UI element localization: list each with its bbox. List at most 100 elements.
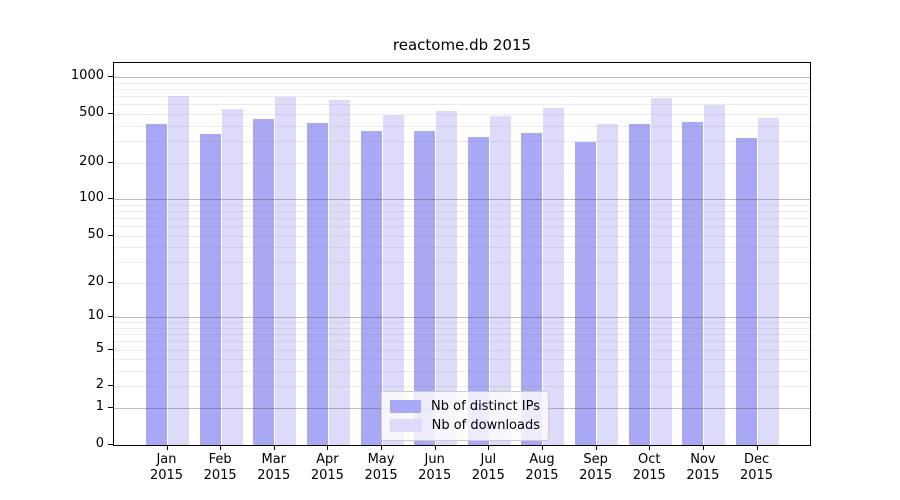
y-tick-label-500: 500 — [79, 104, 104, 120]
x-tick-year: 2015 — [149, 468, 184, 483]
x-tick-label-may: May 2015 — [353, 452, 409, 484]
x-tick-apr — [327, 446, 329, 450]
gridline-4 — [114, 359, 810, 360]
bar-distinct-ips-jun — [414, 131, 436, 445]
bar-downloads-apr — [328, 99, 350, 445]
bar-distinct-ips-oct — [628, 123, 650, 445]
y-tick-label-200: 200 — [79, 153, 104, 169]
gridline-600 — [114, 104, 810, 105]
gridline-40 — [114, 247, 810, 248]
bar-distinct-ips-aug — [521, 132, 543, 445]
legend-item-downloads: Nb of downloads — [390, 416, 540, 435]
x-tick-label-sep: Sep 2015 — [568, 452, 624, 484]
gridline-90 — [114, 205, 810, 206]
bar-distinct-ips-may — [360, 131, 382, 445]
x-tick-month: Jun — [424, 452, 445, 467]
bar-distinct-ips-mar — [253, 119, 275, 445]
gridline-400 — [114, 126, 810, 127]
x-tick-aug — [541, 446, 543, 450]
x-tick-may — [381, 446, 383, 450]
bar-distinct-ips-jan — [146, 124, 167, 445]
x-tick-label-jan: Jan 2015 — [139, 452, 195, 484]
gridline-3 — [114, 371, 810, 372]
gridline-20 — [114, 283, 810, 284]
x-tick-year: 2015 — [471, 468, 505, 483]
gridline-900 — [114, 83, 810, 84]
x-tick-jun — [434, 446, 436, 450]
y-tick-500 — [108, 112, 113, 114]
bar-downloads-dec — [758, 118, 780, 445]
y-tick-100 — [108, 198, 113, 200]
bar-distinct-ips-feb — [199, 134, 221, 445]
gridline-7 — [114, 334, 810, 335]
x-tick-month: Jan — [156, 452, 177, 467]
bar-distinct-ips-dec — [736, 137, 758, 445]
bar-downloads-aug — [543, 108, 565, 445]
x-tick-label-dec: Dec 2015 — [729, 452, 785, 484]
x-tick-label-feb: Feb 2015 — [192, 452, 248, 484]
bar-downloads-oct — [650, 97, 672, 445]
gridline-5 — [114, 350, 810, 351]
y-tick-1000 — [108, 76, 113, 77]
legend-label-downloads: Nb of downloads — [431, 418, 540, 433]
bar-downloads-may — [382, 114, 404, 445]
y-tick-200 — [108, 161, 113, 163]
x-tick-mar — [273, 446, 275, 450]
gridline-100 — [114, 199, 810, 200]
x-tick-month: Dec — [743, 452, 770, 467]
gridline-8 — [114, 328, 810, 329]
x-tick-year: 2015 — [364, 468, 398, 483]
plot-area: Nb of distinct IPs Nb of downloads — [113, 62, 811, 446]
gridline-2 — [114, 386, 810, 387]
bar-downloads-sep — [597, 124, 619, 445]
x-tick-month: Mar — [261, 452, 287, 467]
x-tick-year: 2015 — [525, 468, 559, 483]
y-tick-label-1000: 1000 — [70, 68, 104, 83]
gridline-60 — [114, 226, 810, 227]
gridline-70 — [114, 218, 810, 219]
x-tick-year: 2015 — [579, 468, 613, 483]
y-tick-label-50: 50 — [87, 226, 104, 242]
x-tick-year: 2015 — [686, 468, 720, 483]
bar-downloads-jan — [168, 95, 189, 445]
x-tick-label-jun: Jun 2015 — [407, 452, 463, 484]
x-tick-nov — [702, 446, 704, 450]
x-tick-year: 2015 — [310, 468, 344, 483]
y-tick-label-100: 100 — [79, 190, 104, 206]
x-tick-year: 2015 — [632, 468, 666, 483]
bar-downloads-jun — [436, 111, 458, 445]
legend-item-distinct-ips: Nb of distinct IPs — [390, 397, 540, 416]
gridline-9 — [114, 322, 810, 323]
y-tick-20 — [108, 281, 113, 283]
gridline-800 — [114, 89, 810, 90]
y-tick-label-1: 1 — [95, 399, 104, 415]
x-tick-month: Sep — [583, 452, 608, 467]
gridline-200 — [114, 163, 810, 164]
x-tick-label-nov: Nov 2015 — [675, 452, 731, 484]
gridline-10 — [114, 317, 810, 318]
x-tick-month: Jul — [480, 452, 497, 467]
y-tick-label-10: 10 — [87, 308, 104, 324]
bar-downloads-nov — [704, 105, 726, 445]
y-tick-1 — [108, 407, 113, 409]
x-tick-month: May — [367, 452, 395, 467]
bar-distinct-ips-jul — [467, 136, 489, 445]
y-tick-label-5: 5 — [95, 340, 104, 356]
x-tick-year: 2015 — [203, 468, 237, 483]
x-tick-label-apr: Apr 2015 — [299, 452, 355, 484]
x-tick-month: Apr — [316, 452, 339, 467]
y-tick-label-2: 2 — [95, 377, 104, 393]
x-tick-label-mar: Mar 2015 — [246, 452, 302, 484]
x-tick-sep — [595, 446, 597, 450]
x-tick-feb — [220, 446, 222, 450]
x-tick-label-jul: Jul 2015 — [460, 452, 516, 484]
gridline-500 — [114, 114, 810, 115]
y-tick-label-0: 0 — [95, 436, 104, 451]
y-tick-10 — [108, 316, 113, 318]
x-tick-year: 2015 — [739, 468, 774, 483]
x-tick-oct — [649, 446, 651, 450]
gridline-50 — [114, 236, 810, 237]
x-tick-year: 2015 — [257, 468, 291, 483]
x-tick-label-aug: Aug 2015 — [514, 452, 570, 484]
x-tick-jan — [166, 446, 168, 450]
